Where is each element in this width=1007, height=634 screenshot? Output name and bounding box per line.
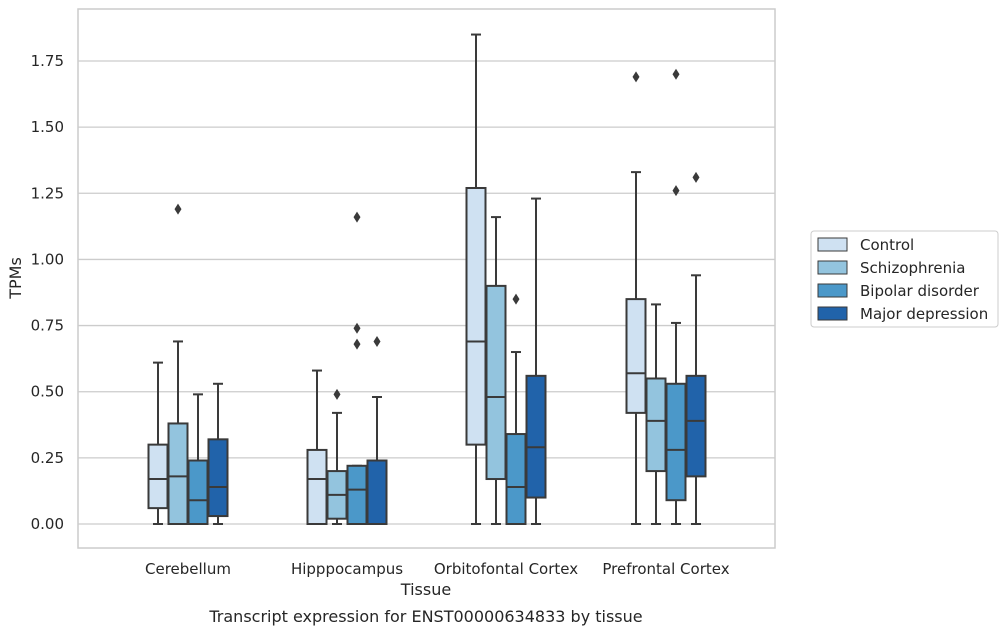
legend-label: Major depression [860, 305, 988, 323]
box-1-3 [645, 303, 667, 525]
box-body [485, 284, 507, 481]
box-body [346, 464, 368, 525]
outlier-point [672, 68, 680, 80]
legend-label: Control [860, 236, 914, 254]
box-body [665, 382, 687, 502]
legend-frame [810, 230, 999, 328]
box-body [306, 448, 328, 526]
box-3-3 [685, 171, 707, 525]
legend-label: Schizophrenia [860, 259, 965, 277]
boxes-layer [147, 33, 707, 526]
outlier-point [353, 338, 361, 350]
legend: Control Schizophrenia Bipolar disorder Majo… [810, 230, 999, 328]
y-tick-label: 1.00 [31, 250, 64, 268]
x-tick-label: Hipppocampus [291, 560, 403, 578]
legend-swatch [817, 260, 848, 275]
box-1-0 [167, 203, 189, 525]
outlier-point [333, 388, 341, 400]
x-tick-label: Cerebellum [145, 560, 231, 578]
box-body [465, 186, 487, 446]
box-body [187, 459, 209, 526]
y-axis-label: TPMs [6, 257, 25, 300]
legend-swatch [817, 306, 848, 321]
box-3-1 [366, 335, 388, 526]
outlier-point [373, 335, 381, 347]
outlier-point [353, 211, 361, 223]
y-tick-label: 0.25 [31, 449, 64, 467]
y-tick-label: 1.25 [31, 184, 64, 202]
box-body [685, 374, 707, 478]
x-tick-labels: Cerebellum Hipppocampus Orbitofontal Corte… [145, 560, 730, 578]
legend-label: Bipolar disorder [860, 282, 980, 300]
box-0-0 [147, 361, 169, 525]
box-3-2 [525, 197, 547, 525]
legend-swatch [817, 237, 848, 252]
box-1-2 [485, 216, 507, 525]
box-body [366, 459, 388, 526]
outlier-point [174, 203, 182, 215]
y-tick-label: 1.75 [31, 52, 64, 70]
plot-frame [77, 8, 776, 549]
box-2-2 [505, 293, 527, 525]
box-body [625, 298, 647, 414]
outlier-point [632, 71, 640, 83]
y-tick-label: 0.75 [31, 317, 64, 335]
box-1-1 [326, 388, 348, 525]
outlier-point [512, 293, 520, 305]
box-body [645, 377, 667, 473]
chart-caption: Transcript expression for ENST0000063483… [208, 607, 642, 626]
box-body [167, 422, 189, 525]
x-tick-label: Prefrontal Cortex [602, 560, 729, 578]
y-tick-label: 0.50 [31, 383, 64, 401]
legend-swatch [817, 283, 848, 298]
y-tick-label: 1.50 [31, 118, 64, 136]
outlier-point [692, 171, 700, 183]
x-axis-label: Tissue [400, 580, 451, 599]
box-2-1 [346, 211, 368, 525]
box-body [207, 438, 229, 518]
outlier-point [353, 322, 361, 334]
box-0-3 [625, 71, 647, 525]
box-body [505, 433, 527, 525]
y-tick-labels: 0.00 0.25 0.50 0.75 1.00 1.25 1.50 1.75 [31, 52, 64, 533]
outlier-point [672, 185, 680, 197]
box-3-0 [207, 382, 229, 525]
x-tick-label: Orbitofontal Cortex [434, 560, 578, 578]
box-body [147, 443, 169, 510]
y-tick-label: 0.00 [31, 515, 64, 533]
box-body [525, 374, 547, 499]
